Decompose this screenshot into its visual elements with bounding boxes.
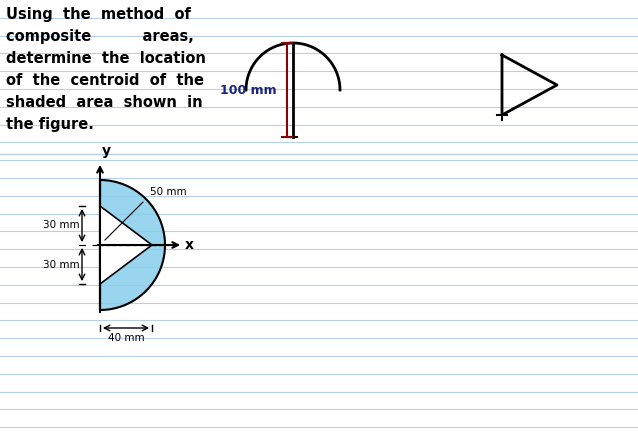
Text: of  the  centroid  of  the: of the centroid of the bbox=[6, 73, 204, 88]
Text: x: x bbox=[185, 238, 194, 252]
Text: the figure.: the figure. bbox=[6, 117, 94, 132]
Text: shaded  area  shown  in: shaded area shown in bbox=[6, 95, 203, 110]
Text: 40 mm: 40 mm bbox=[108, 333, 144, 343]
Text: composite          areas,: composite areas, bbox=[6, 29, 194, 44]
Text: 30 mm: 30 mm bbox=[43, 259, 80, 270]
Polygon shape bbox=[100, 180, 165, 310]
Text: 100 mm: 100 mm bbox=[220, 84, 277, 97]
Text: 50 mm: 50 mm bbox=[150, 187, 186, 197]
Text: 30 mm: 30 mm bbox=[43, 221, 80, 231]
Text: determine  the  location: determine the location bbox=[6, 51, 206, 66]
Text: Using  the  method  of: Using the method of bbox=[6, 7, 191, 22]
Polygon shape bbox=[100, 206, 152, 284]
Text: y: y bbox=[102, 144, 111, 158]
